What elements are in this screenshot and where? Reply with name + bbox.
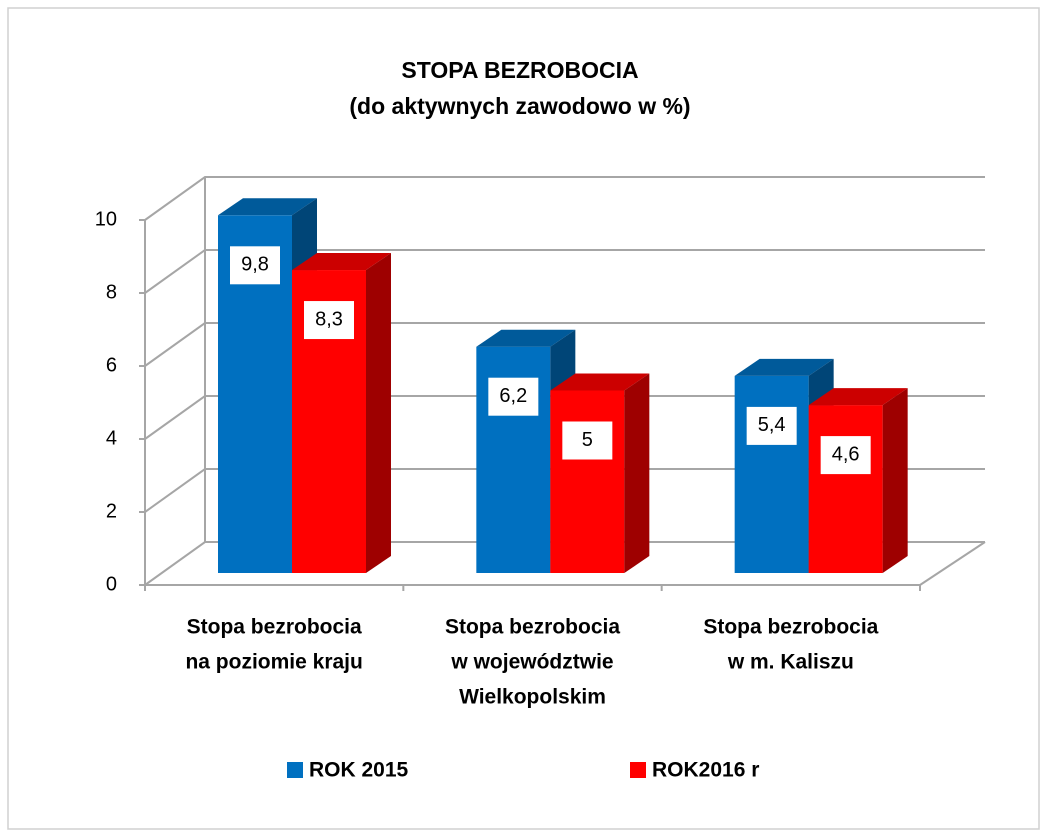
x-tick-label: w m. Kaliszu (727, 651, 854, 674)
legend-swatch (287, 762, 303, 778)
value-label-box (304, 301, 354, 340)
y-tick-label: 0 (106, 573, 117, 595)
floor-edge (919, 541, 986, 586)
x-tick-label: w województwie (450, 651, 613, 674)
y-tick-label: 6 (106, 354, 117, 376)
x-tick-label: Stopa bezrobocia (703, 616, 878, 639)
bar-top (218, 198, 317, 216)
chart-title: STOPA BEZROBOCIA (401, 57, 638, 83)
chart-subtitle: (do aktywnych zawodowo w %) (349, 93, 690, 119)
bar-top (808, 388, 908, 406)
bar-front (734, 375, 809, 573)
value-label-box (562, 421, 613, 460)
bar-side (366, 253, 391, 574)
value-label: 6,2 (499, 385, 527, 407)
bar-top (734, 358, 834, 376)
y-tick-label: 10 (95, 208, 117, 230)
bar-front (550, 390, 625, 573)
bar-side (624, 373, 650, 573)
bar-top (292, 253, 391, 271)
value-label: 9,8 (241, 254, 269, 276)
legend-swatch (630, 762, 646, 778)
value-label: 4,6 (832, 443, 860, 465)
value-label: 5 (582, 429, 593, 451)
value-label: 5,4 (758, 414, 786, 436)
bar-front (808, 405, 883, 573)
legend-label: ROK2016 r (652, 759, 759, 782)
value-label-box (230, 246, 280, 285)
y-tick-label: 8 (106, 281, 117, 303)
y-tick-label: 4 (106, 427, 117, 449)
grid-line (144, 322, 985, 367)
value-label-box (488, 377, 539, 416)
y-tick-label: 2 (106, 500, 117, 522)
grid-line (144, 541, 985, 586)
grid-line (144, 249, 985, 294)
bar-top (476, 329, 576, 347)
value-label-box (746, 406, 797, 445)
grid-line (144, 395, 985, 440)
bar-top (550, 373, 650, 391)
x-tick-label: Wielkopolskim (459, 686, 606, 709)
value-label: 8,3 (315, 308, 343, 330)
x-tick-label: Stopa bezrobocia (445, 616, 620, 639)
bar-side (882, 388, 908, 573)
x-tick-label: Stopa bezrobocia (187, 616, 362, 639)
value-label-box (820, 436, 871, 475)
grid-line (144, 176, 985, 221)
x-tick-label: na poziomie kraju (185, 651, 362, 674)
legend-label: ROK 2015 (309, 759, 409, 782)
grid-line (144, 468, 985, 513)
